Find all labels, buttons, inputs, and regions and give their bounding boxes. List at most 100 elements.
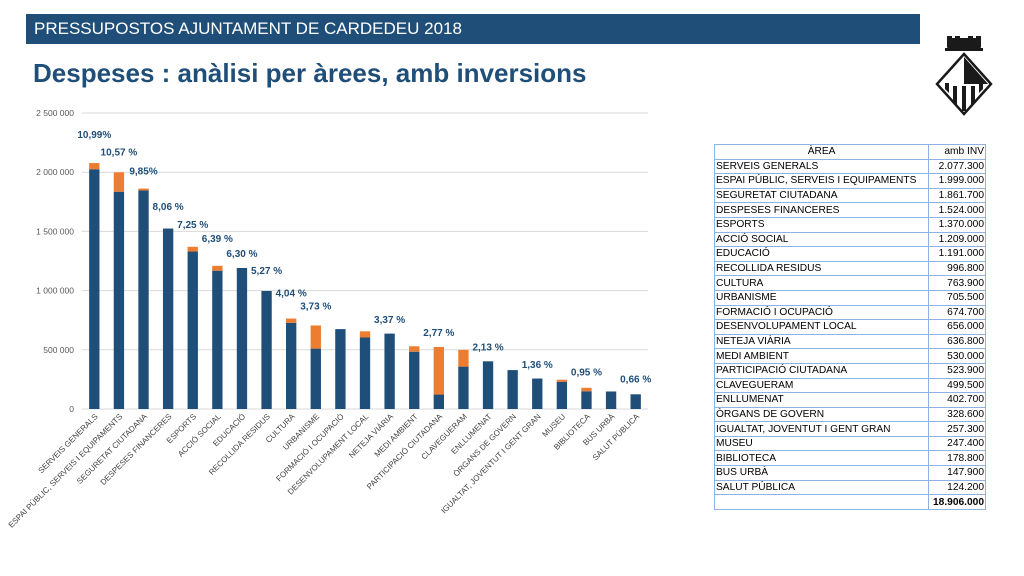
table-row: ESPAI PÚBLIC, SERVEIS I EQUIPAMENTS 1.999…	[713, 173, 986, 189]
table-row: PARTICIPACIÓ CIUTADANA 523.900	[713, 362, 986, 379]
bar-investment	[458, 349, 469, 367]
table-row: ÒRGANS DE GOVERN 328.600	[713, 406, 986, 423]
data-label: 3,37 %	[374, 315, 405, 326]
table-cell-amount: 247.400	[928, 435, 986, 452]
table-cell-amount: 1.999.000	[928, 173, 986, 189]
table-cell-area: EDUCACIÓ	[713, 246, 930, 262]
x-tick-label: ESPAI PÚBLIC, SERVEIS I EQUIPAMENTS	[7, 412, 125, 530]
table-cell-area: FORMACIÓ I OCUPACIÓ	[713, 304, 930, 321]
table-total-row: 18.906.000	[713, 494, 986, 510]
table-cell-area: ESPAI PÚBLIC, SERVEIS I EQUIPAMENTS	[713, 173, 930, 189]
table-row: CULTURA 763.900	[713, 275, 986, 291]
table-cell-area: ESPORTS	[713, 216, 930, 233]
data-label: 8,06 %	[153, 202, 184, 213]
table-header-area: ÀREA	[713, 144, 930, 160]
bar-base	[556, 381, 568, 409]
table-cell-amount: 1.524.000	[928, 202, 986, 218]
bar-investment	[113, 172, 125, 192]
table-row: BUS URBÀ 147.900	[713, 465, 986, 481]
bar-base	[236, 267, 248, 409]
table-row: URBANISME 705.500	[713, 289, 986, 306]
bar-investment	[187, 246, 198, 252]
page-title: Despeses : anàlisi per àrees, amb invers…	[33, 58, 587, 88]
bar-base	[138, 190, 149, 409]
data-label: 2,13 %	[472, 342, 503, 353]
bar-base	[532, 378, 543, 409]
table-row: FORMACIÓ I OCUPACIÓ 674.700	[713, 304, 986, 321]
table-cell-amount: 656.000	[928, 319, 986, 335]
table-cell-amount: 328.600	[928, 406, 986, 423]
data-label: 1,36 %	[522, 360, 553, 371]
table-cell-amount: 124.200	[928, 479, 986, 496]
table-cell-area: SEGURETAT CIUTADANA	[713, 187, 930, 204]
bar-base	[507, 370, 518, 409]
table-cell-amount: 499.500	[928, 377, 986, 394]
data-label: 6,39 %	[202, 234, 233, 245]
y-tick-label: 500 000	[43, 345, 74, 355]
bar-base	[335, 329, 346, 409]
table-row: ESPORTS 1.370.000	[713, 216, 986, 233]
bar-base	[458, 366, 469, 409]
bar-base	[384, 333, 395, 409]
table-cell-amount: 523.900	[928, 362, 986, 379]
table-row: DESPESES FINANCERES 1.524.000	[713, 202, 986, 218]
table-cell-amount: 705.500	[928, 289, 986, 306]
bar-investment	[556, 379, 568, 382]
data-label: 4,04 %	[276, 289, 307, 300]
data-label: 0,95 %	[571, 367, 602, 378]
table-cell-area: DESPESES FINANCERES	[713, 202, 930, 218]
bar-investment	[138, 188, 149, 191]
y-tick-label: 1 000 000	[36, 286, 74, 296]
table-cell-amount: 1.191.000	[928, 246, 986, 262]
table-row: MEDI AMBIENT 530.000	[713, 348, 986, 364]
table-cell-amount: 147.900	[928, 465, 986, 481]
x-tick-label: ACCIÓ SOCIAL	[176, 412, 223, 459]
bar-investment	[433, 346, 444, 395]
table-cell-area: MEDI AMBIENT	[713, 348, 930, 364]
table-row: DESENVOLUPAMENT LOCAL 656.000	[713, 319, 986, 335]
table-cell-amount: 2.077.300	[928, 158, 986, 175]
bar-base	[286, 322, 297, 409]
table-cell-area: BIBLIOTECA	[713, 450, 930, 467]
data-label: 7,25 %	[177, 220, 208, 231]
table-cell-area: RECOLLIDA RESIDUS	[713, 260, 930, 277]
bar-investment	[409, 346, 420, 352]
expenses-table: ÀREA amb INV SERVEIS GENERALS 2.077.300 ES…	[713, 144, 986, 510]
expenses-bar-chart: 0 500 000 1 000 000 1 500 000 2 000 000 2 500…	[7, 108, 652, 530]
bar-investment	[359, 331, 371, 338]
bar-base	[113, 191, 125, 409]
table-total-label	[713, 494, 930, 510]
table-row: RECOLLIDA RESIDUS 996.800	[713, 260, 986, 277]
table-cell-amount: 1.861.700	[928, 187, 986, 204]
bar-base	[261, 290, 272, 409]
table-row: SEGURETAT CIUTADANA 1.861.700	[713, 187, 986, 204]
y-tick-label: 2 000 000	[36, 167, 74, 177]
table-cell-amount: 1.209.000	[928, 231, 986, 248]
table-row: CLAVEGUERAM 499.500	[713, 377, 986, 394]
bar-investment	[89, 163, 100, 170]
table-cell-area: CULTURA	[713, 275, 930, 291]
x-tick-label: MEDI AMBIENT	[373, 412, 420, 459]
table-cell-area: ENLLUMENAT	[713, 392, 930, 408]
bar-base	[482, 361, 494, 409]
table-total-amount: 18.906.000	[928, 494, 986, 510]
table-cell-amount: 636.800	[928, 333, 986, 350]
x-tick-label: SALUT PÚBLICA	[591, 412, 642, 463]
bar-investment	[581, 387, 592, 392]
table-row: IGUALTAT, JOVENTUT I GENT GRAN 257.300	[713, 421, 986, 437]
table-cell-amount: 257.300	[928, 421, 986, 437]
bar-investment	[286, 318, 297, 323]
table-cell-amount: 178.800	[928, 450, 986, 467]
bar-base	[605, 391, 617, 409]
bar-base	[162, 228, 174, 409]
data-label: 6,30 %	[226, 249, 257, 260]
table-cell-area: BUS URBÀ	[713, 465, 930, 481]
data-label: 10,57 %	[101, 148, 138, 159]
table-row: ACCIÓ SOCIAL 1.209.000	[713, 231, 986, 248]
table-cell-area: PARTICIPACIÓ CIUTADANA	[713, 362, 930, 379]
table-cell-area: DESENVOLUPAMENT LOCAL	[713, 319, 930, 335]
data-label: 10,99%	[77, 130, 111, 141]
table-cell-area: URBANISME	[713, 289, 930, 306]
data-label: 0,66 %	[620, 374, 651, 385]
table-cell-amount: 763.900	[928, 275, 986, 291]
